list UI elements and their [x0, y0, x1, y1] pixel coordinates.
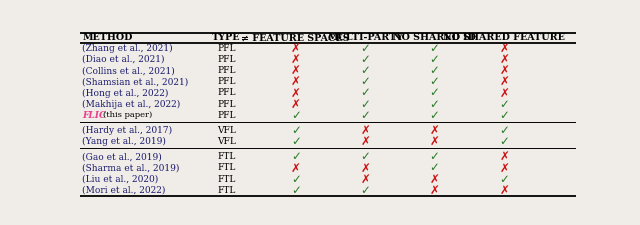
- Text: ✓: ✓: [360, 42, 370, 55]
- Text: ✓: ✓: [360, 98, 370, 111]
- Text: (Yang et al., 2019): (Yang et al., 2019): [83, 137, 166, 146]
- Text: ✓: ✓: [499, 109, 509, 122]
- Text: PFL: PFL: [217, 111, 236, 120]
- Text: (Makhija et al., 2022): (Makhija et al., 2022): [83, 100, 180, 109]
- Text: ✓: ✓: [429, 150, 440, 163]
- Text: ✗: ✗: [360, 173, 370, 186]
- Text: ✓: ✓: [499, 173, 509, 186]
- Text: (Shamsian et al., 2021): (Shamsian et al., 2021): [83, 77, 189, 86]
- Text: (Liu et al., 2020): (Liu et al., 2020): [83, 175, 159, 184]
- Text: ✓: ✓: [291, 184, 301, 197]
- Text: ✓: ✓: [291, 135, 301, 148]
- Text: PFL: PFL: [217, 66, 236, 75]
- Text: ✓: ✓: [360, 75, 370, 88]
- Text: ✓: ✓: [499, 98, 509, 111]
- Text: ✓: ✓: [429, 109, 440, 122]
- Text: FTL: FTL: [217, 186, 236, 195]
- Text: NO SHARED ID: NO SHARED ID: [393, 33, 476, 42]
- Text: ✓: ✓: [360, 64, 370, 77]
- Text: METHOD: METHOD: [83, 33, 133, 42]
- Text: ✗: ✗: [499, 53, 509, 66]
- Text: ✓: ✓: [429, 75, 440, 88]
- Text: PFL: PFL: [217, 55, 236, 64]
- Text: ✗: ✗: [429, 173, 440, 186]
- Text: (Hong et al., 2022): (Hong et al., 2022): [83, 88, 169, 97]
- Text: ✗: ✗: [499, 42, 509, 55]
- Text: (Collins et al., 2021): (Collins et al., 2021): [83, 66, 175, 75]
- Text: VFL: VFL: [217, 137, 236, 146]
- Text: ✗: ✗: [291, 53, 301, 66]
- Text: ✗: ✗: [360, 135, 370, 148]
- Text: ✓: ✓: [429, 64, 440, 77]
- Text: ✓: ✓: [429, 86, 440, 99]
- Text: ✗: ✗: [291, 42, 301, 55]
- Text: ✗: ✗: [360, 124, 370, 137]
- Text: ✗: ✗: [499, 86, 509, 99]
- Text: PFL: PFL: [217, 77, 236, 86]
- Text: ✗: ✗: [429, 184, 440, 197]
- Text: ✓: ✓: [291, 173, 301, 186]
- Text: FLIC: FLIC: [83, 111, 107, 120]
- Text: ✓: ✓: [499, 124, 509, 137]
- Text: FTL: FTL: [217, 163, 236, 172]
- Text: (this paper): (this paper): [103, 111, 152, 119]
- Text: ✓: ✓: [291, 150, 301, 163]
- Text: ✓: ✓: [291, 124, 301, 137]
- Text: (Gao et al., 2019): (Gao et al., 2019): [83, 152, 162, 161]
- Text: ✓: ✓: [429, 162, 440, 174]
- Text: (Mori et al., 2022): (Mori et al., 2022): [83, 186, 166, 195]
- Text: ✗: ✗: [429, 124, 440, 137]
- Text: PFL: PFL: [217, 100, 236, 109]
- Text: ✗: ✗: [291, 86, 301, 99]
- Text: (Zhang et al., 2021): (Zhang et al., 2021): [83, 44, 173, 53]
- Text: ✗: ✗: [499, 64, 509, 77]
- Text: MULTI-PARTY: MULTI-PARTY: [327, 33, 403, 42]
- Text: PFL: PFL: [217, 88, 236, 97]
- Text: (Hardy et al., 2017): (Hardy et al., 2017): [83, 126, 173, 135]
- Text: ✓: ✓: [499, 135, 509, 148]
- Text: ✗: ✗: [499, 162, 509, 174]
- Text: TYPE: TYPE: [212, 33, 241, 42]
- Text: ✗: ✗: [291, 64, 301, 77]
- Text: ✗: ✗: [429, 135, 440, 148]
- Text: ✗: ✗: [291, 75, 301, 88]
- Text: (Diao et al., 2021): (Diao et al., 2021): [83, 55, 165, 64]
- Text: ✗: ✗: [291, 162, 301, 174]
- Text: ✗: ✗: [499, 75, 509, 88]
- Text: ✓: ✓: [360, 109, 370, 122]
- Text: ✗: ✗: [499, 150, 509, 163]
- Text: ✗: ✗: [360, 162, 370, 174]
- Text: PFL: PFL: [217, 44, 236, 53]
- Text: (Sharma et al., 2019): (Sharma et al., 2019): [83, 163, 180, 172]
- Text: ✓: ✓: [291, 109, 301, 122]
- Text: FTL: FTL: [217, 152, 236, 161]
- Text: ✗: ✗: [499, 184, 509, 197]
- Text: FTL: FTL: [217, 175, 236, 184]
- Text: ✓: ✓: [360, 184, 370, 197]
- Text: VFL: VFL: [217, 126, 236, 135]
- Text: ✗: ✗: [291, 98, 301, 111]
- Text: ✓: ✓: [429, 53, 440, 66]
- Text: ≠ FEATURE SPACES: ≠ FEATURE SPACES: [241, 33, 350, 42]
- Text: NO SHARED FEATURE: NO SHARED FEATURE: [443, 33, 565, 42]
- Text: ✓: ✓: [360, 86, 370, 99]
- Text: ✓: ✓: [429, 98, 440, 111]
- Text: ✓: ✓: [360, 150, 370, 163]
- Text: ✓: ✓: [360, 53, 370, 66]
- Text: ✓: ✓: [429, 42, 440, 55]
